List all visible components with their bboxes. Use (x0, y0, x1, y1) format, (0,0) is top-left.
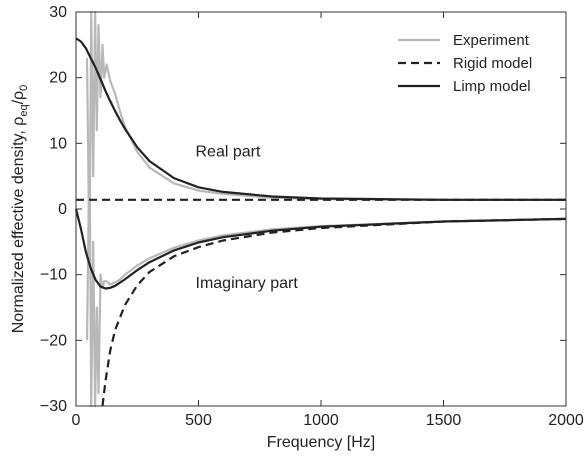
series-line-rigid-model-imaginary (101, 217, 567, 407)
y-tick-label: −20 (40, 332, 67, 349)
y-axis-title-main: Normalized effective density, ρ (10, 117, 27, 334)
legend-label-experiment: Experiment (453, 32, 530, 49)
x-tick-label: 1000 (303, 412, 339, 429)
series-line-experiment-real (85, 10, 566, 263)
x-tick-label: 2000 (548, 412, 584, 429)
legend-label-rigid-model: Rigid model (453, 55, 532, 72)
x-tick-label: 500 (185, 412, 212, 429)
y-tick-label: 0 (58, 201, 67, 218)
y-tick-label: −10 (40, 267, 67, 284)
y-tick-label: 30 (49, 4, 67, 21)
series-line-limp-model-real (75, 37, 566, 201)
y-tick-label: 10 (49, 135, 67, 152)
x-tick-label: 0 (72, 412, 81, 429)
x-axis-title: Frequency [Hz] (267, 434, 375, 451)
y-tick-label: 20 (49, 70, 67, 87)
y-axis-title: Normalized effective density, ρeq/ρ0 (10, 85, 30, 334)
y-axis-title-subscript-eq: eq (18, 104, 30, 116)
annotation-imaginary-part: Imaginary part (196, 275, 299, 292)
legend-label-limp-model: Limp model (453, 78, 531, 95)
annotation-real-part: Real part (196, 143, 261, 160)
series-layer (74, 10, 567, 408)
y-axis-title-mid: /ρ (10, 91, 27, 105)
y-tick-label: −30 (40, 398, 67, 415)
tick-layer: 0 500 1000 1500 2000 30 20 10 0 −10 −20 −30 (40, 4, 584, 429)
series-line-experiment-imaginary (85, 142, 567, 408)
x-tick-label: 1500 (426, 412, 462, 429)
y-axis-title-subscript-0: 0 (18, 85, 30, 91)
series-line-limp-model-imaginary (74, 208, 567, 290)
legend: Experiment Rigid model Limp model (398, 32, 532, 95)
